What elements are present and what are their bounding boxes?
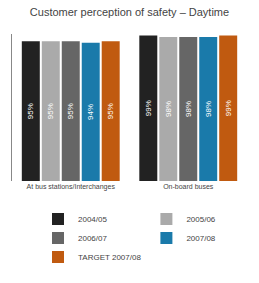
svg-text:TARGET 2007/08: TARGET 2007/08: [78, 253, 141, 262]
svg-text:99%: 99%: [144, 100, 153, 116]
svg-text:2004/05: 2004/05: [78, 215, 107, 224]
svg-text:95%: 95%: [66, 103, 75, 119]
svg-text:95%: 95%: [106, 103, 115, 119]
svg-text:98%: 98%: [184, 101, 193, 117]
svg-text:At bus stations/Interchanges: At bus stations/Interchanges: [27, 183, 116, 191]
svg-text:95%: 95%: [46, 103, 55, 119]
svg-text:2006/07: 2006/07: [78, 234, 107, 243]
svg-text:98%: 98%: [204, 101, 213, 117]
svg-text:2007/08: 2007/08: [186, 234, 215, 243]
svg-text:2005/06: 2005/06: [186, 215, 215, 224]
svg-text:95%: 95%: [26, 103, 35, 119]
svg-text:99%: 99%: [224, 100, 233, 116]
svg-text:Customer perception of safety: Customer perception of safety – Daytime: [30, 6, 229, 18]
svg-text:94%: 94%: [86, 104, 95, 120]
svg-text:On-board buses: On-board buses: [163, 183, 214, 190]
svg-text:98%: 98%: [164, 101, 173, 117]
